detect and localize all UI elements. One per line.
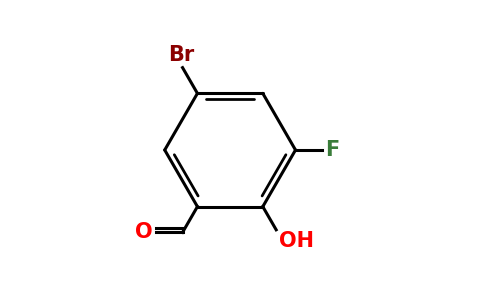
Text: F: F xyxy=(325,140,339,160)
Text: OH: OH xyxy=(279,231,314,251)
Text: O: O xyxy=(135,222,152,242)
Text: Br: Br xyxy=(168,45,194,65)
